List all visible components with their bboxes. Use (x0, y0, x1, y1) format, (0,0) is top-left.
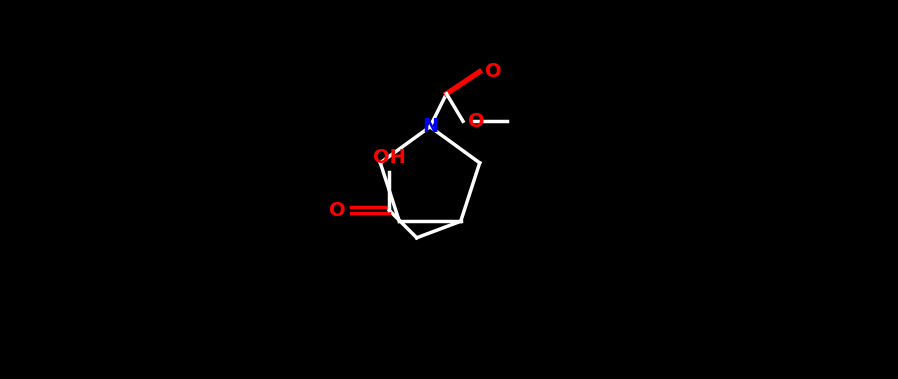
Text: O: O (485, 62, 501, 81)
Text: OH: OH (373, 148, 406, 167)
Text: O: O (468, 112, 485, 131)
Text: O: O (329, 201, 346, 220)
Text: N: N (422, 117, 438, 136)
